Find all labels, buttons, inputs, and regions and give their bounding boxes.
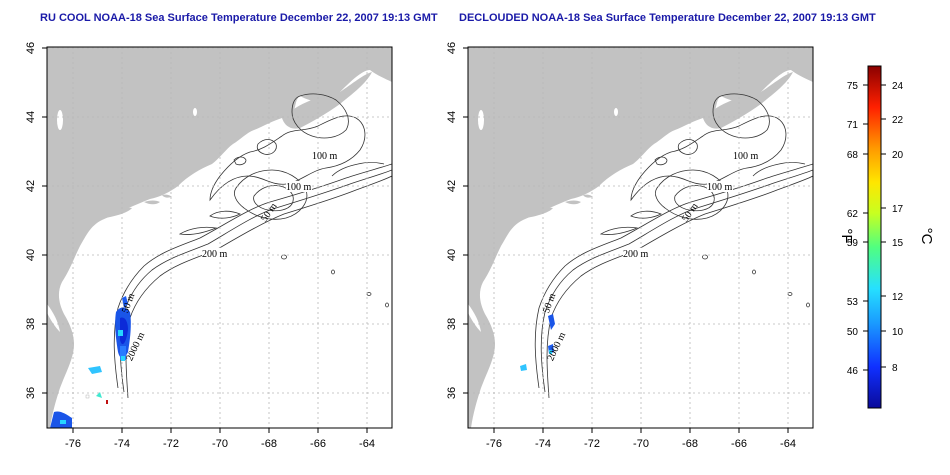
colorbar: 75 71 68 62 59 53 50 46 24 22 20 17 15 1… (838, 65, 935, 409)
lat-tick-label: 38 (446, 318, 458, 330)
lon-tick-label: -68 (261, 438, 277, 450)
right-lon-axis: -76 -74 -72 -70 -68 -66 -64 (486, 428, 796, 450)
fahrenheit-tick-label: 46 (847, 366, 859, 377)
right-panel-title: DECLOUDED NOAA-18 Sea Surface Temperatur… (459, 12, 876, 24)
lat-tick-label: 40 (25, 249, 37, 261)
left-lon-axis: -76 -74 -72 -70 -68 -66 -64 (65, 428, 375, 450)
contour-label: 100 m (312, 151, 338, 162)
lon-tick-label: -76 (65, 438, 81, 450)
contour-label: 200 m (202, 249, 228, 260)
celsius-tick-label: 10 (892, 327, 904, 338)
right-panel: DECLOUDED NOAA-18 Sea Surface Temperatur… (446, 12, 876, 450)
lon-tick-label: -68 (682, 438, 698, 450)
fahrenheit-tick-label: 71 (847, 120, 859, 131)
right-sst-pixels (520, 314, 555, 371)
lat-tick-label: 42 (446, 180, 458, 192)
lon-tick-label: -74 (535, 438, 551, 450)
fahrenheit-tick-label: 53 (847, 297, 859, 308)
celsius-unit-label: °C (918, 228, 935, 245)
fahrenheit-tick-label: 68 (847, 150, 859, 161)
lat-tick-label: 44 (446, 111, 458, 123)
right-map: 100 m 100 m 50 m 200 m 50 m 2000 m (468, 47, 813, 428)
lon-tick-label: -66 (310, 438, 326, 450)
lon-tick-label: -70 (212, 438, 228, 450)
colorbar-gradient (867, 65, 882, 409)
celsius-tick-label: 24 (892, 81, 904, 92)
colorbar-celsius-ticks: 24 22 20 17 15 12 10 8 (881, 81, 904, 374)
celsius-tick-label: 15 (892, 238, 904, 249)
lon-tick-label: -66 (731, 438, 747, 450)
lon-tick-label: -70 (633, 438, 649, 450)
lat-tick-label: 38 (25, 318, 37, 330)
lat-tick-label: 46 (446, 42, 458, 54)
fahrenheit-tick-label: 50 (847, 327, 859, 338)
left-sst-pixels (50, 296, 131, 428)
lat-tick-label: 46 (25, 42, 37, 54)
contour-label: 100 m (707, 182, 733, 193)
celsius-tick-label: 12 (892, 292, 904, 303)
lat-tick-label: 36 (25, 387, 37, 399)
contour-label: 100 m (733, 151, 759, 162)
left-lat-axis: 36 38 40 42 44 46 (25, 42, 47, 399)
contour-label: 200 m (623, 249, 649, 260)
fahrenheit-tick-label: 62 (847, 209, 859, 220)
left-map: 100 m 100 m 50 m 200 m 50 m 2000 m (47, 47, 392, 428)
colorbar-fahrenheit-ticks: 75 71 68 62 59 53 50 46 (847, 81, 868, 377)
lat-tick-label: 42 (25, 180, 37, 192)
celsius-tick-label: 22 (892, 115, 904, 126)
left-panel-title: RU COOL NOAA-18 Sea Surface Temperature … (40, 12, 438, 24)
celsius-tick-label: 20 (892, 150, 904, 161)
lat-tick-label: 44 (25, 111, 37, 123)
lat-tick-label: 36 (446, 387, 458, 399)
lat-tick-label: 40 (446, 249, 458, 261)
lon-tick-label: -72 (163, 438, 179, 450)
lon-tick-label: -72 (584, 438, 600, 450)
left-panel: RU COOL NOAA-18 Sea Surface Temperature … (25, 12, 438, 450)
celsius-tick-label: 8 (892, 363, 898, 374)
lon-tick-label: -74 (114, 438, 130, 450)
right-lat-axis: 36 38 40 42 44 46 (446, 42, 468, 399)
lon-tick-label: -64 (780, 438, 796, 450)
contour-label: 100 m (286, 182, 312, 193)
lon-tick-label: -64 (359, 438, 375, 450)
fahrenheit-unit-label: °F (838, 228, 855, 243)
fahrenheit-tick-label: 75 (847, 81, 859, 92)
fahrenheit-tick-label: 59 (847, 238, 859, 249)
lon-tick-label: -76 (486, 438, 502, 450)
celsius-tick-label: 17 (892, 204, 904, 215)
